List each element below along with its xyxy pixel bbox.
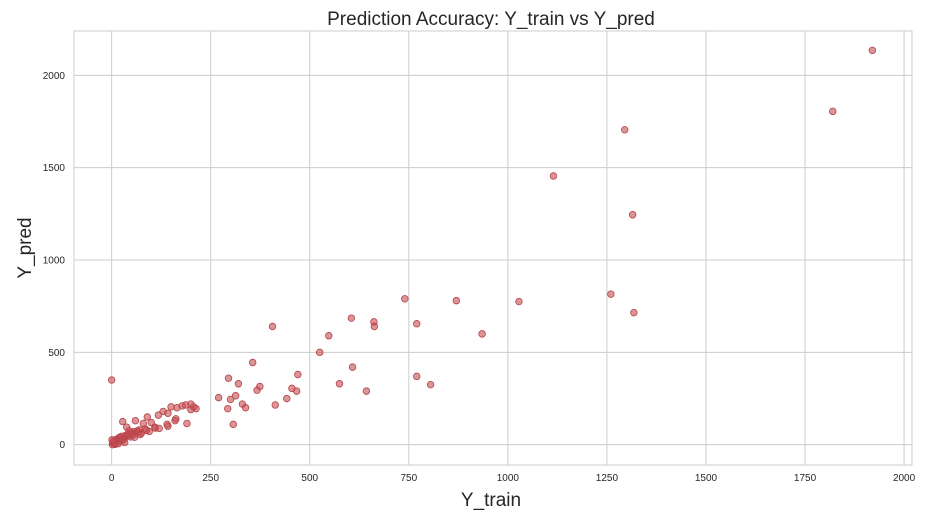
data-point — [426, 380, 435, 389]
data-point — [325, 332, 333, 340]
data-point — [268, 322, 277, 331]
data-point — [187, 400, 195, 408]
data-points — [107, 46, 877, 449]
data-point — [868, 46, 877, 55]
grid — [74, 31, 912, 465]
data-point — [413, 320, 421, 328]
x-axis-label: Y_train — [461, 490, 521, 511]
x-tick-label: 2000 — [893, 473, 916, 484]
chart-title: Prediction Accuracy: Y_train vs Y_pred — [327, 9, 655, 30]
data-point — [271, 401, 279, 409]
data-point — [107, 376, 116, 384]
data-point — [224, 404, 232, 413]
data-point — [121, 438, 129, 447]
data-point — [452, 296, 461, 305]
x-tick-label: 1250 — [596, 473, 619, 484]
data-point — [234, 380, 243, 388]
data-point — [348, 363, 357, 371]
y-tick-label: 1500 — [43, 163, 66, 174]
data-point — [248, 358, 257, 367]
data-point — [183, 419, 191, 428]
data-point — [628, 211, 637, 219]
data-point — [163, 420, 171, 429]
y-axis-label: Y_pred — [15, 217, 36, 278]
data-point — [142, 426, 151, 434]
x-tick-label: 0 — [109, 473, 115, 484]
data-point — [173, 404, 181, 412]
data-point — [283, 394, 291, 403]
x-tick-label: 1750 — [794, 473, 817, 484]
data-point — [224, 374, 233, 382]
data-point — [829, 107, 837, 116]
y-tick-labels: 0 500 1000 1500 2000 — [43, 71, 66, 451]
data-point — [164, 409, 172, 417]
x-tick-label: 500 — [301, 473, 318, 484]
x-tick-label: 1500 — [695, 473, 718, 484]
data-point — [347, 314, 356, 322]
data-point — [125, 427, 133, 435]
data-point — [621, 126, 629, 134]
y-tick-label: 2000 — [43, 71, 66, 82]
data-point — [413, 372, 421, 381]
x-tick-label: 750 — [400, 473, 417, 484]
data-point — [315, 348, 324, 357]
data-point — [292, 387, 301, 395]
y-tick-label: 0 — [59, 440, 65, 451]
data-point — [171, 416, 179, 425]
data-point — [370, 322, 379, 331]
y-tick-label: 1000 — [43, 256, 66, 267]
data-point — [155, 424, 163, 433]
data-point — [167, 403, 175, 411]
data-point — [335, 380, 344, 388]
data-point — [294, 370, 302, 379]
data-point — [515, 297, 523, 306]
data-point — [549, 172, 558, 180]
data-point — [119, 417, 127, 426]
data-point — [229, 420, 237, 429]
data-point — [136, 430, 144, 439]
data-point — [630, 308, 638, 317]
x-tick-label: 1000 — [497, 473, 520, 484]
data-point — [154, 411, 163, 419]
data-point — [108, 436, 116, 444]
data-point — [131, 416, 140, 425]
data-point — [607, 290, 615, 298]
data-point — [478, 330, 486, 338]
data-point — [241, 404, 250, 412]
y-tick-label: 500 — [48, 348, 65, 359]
x-tick-label: 250 — [202, 473, 219, 484]
x-tick-labels: 0 250 500 750 1000 1250 1500 1750 2000 — [109, 473, 916, 484]
data-point — [362, 387, 371, 395]
data-point — [214, 393, 223, 402]
data-point — [231, 392, 240, 400]
data-point — [143, 413, 152, 421]
data-point — [226, 395, 235, 404]
data-point — [253, 386, 261, 394]
data-point — [401, 295, 409, 303]
plot-frame — [73, 30, 913, 466]
